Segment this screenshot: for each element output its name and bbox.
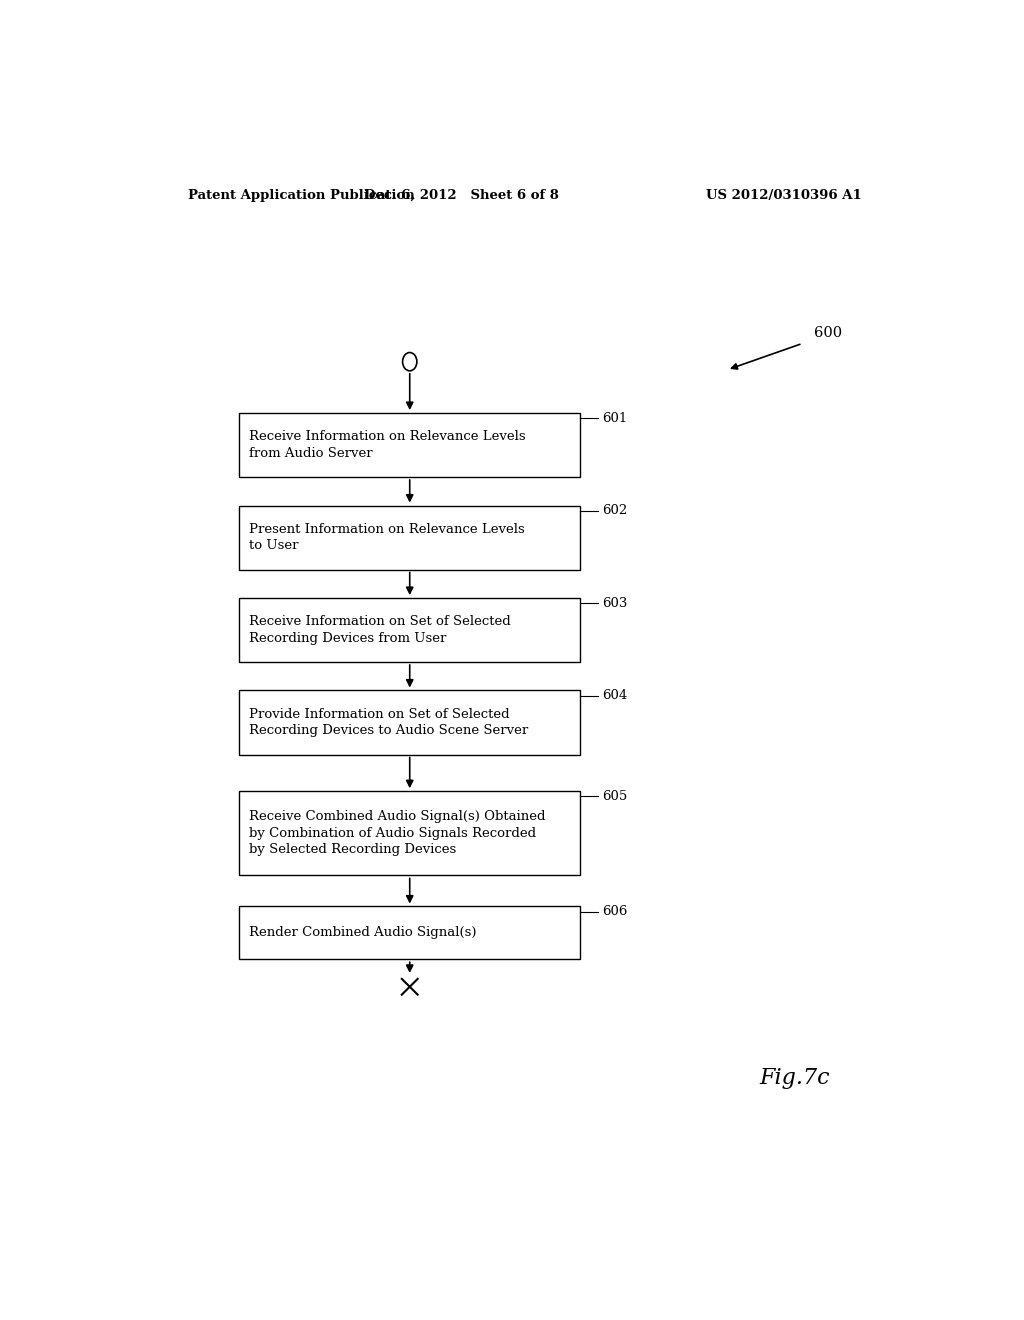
Text: Present Information on Relevance Levels
to User: Present Information on Relevance Levels … <box>250 523 525 552</box>
Text: US 2012/0310396 A1: US 2012/0310396 A1 <box>707 189 862 202</box>
Text: Patent Application Publication: Patent Application Publication <box>187 189 415 202</box>
FancyBboxPatch shape <box>239 907 581 960</box>
Text: 605: 605 <box>602 789 627 803</box>
Text: Receive Information on Relevance Levels
from Audio Server: Receive Information on Relevance Levels … <box>250 430 526 459</box>
FancyBboxPatch shape <box>239 598 581 663</box>
Text: Fig.7c: Fig.7c <box>759 1068 829 1089</box>
Text: 604: 604 <box>602 689 627 702</box>
FancyBboxPatch shape <box>239 413 581 477</box>
Text: Render Combined Audio Signal(s): Render Combined Audio Signal(s) <box>250 927 477 940</box>
Text: 606: 606 <box>602 906 627 917</box>
FancyBboxPatch shape <box>239 506 581 569</box>
Text: Dec. 6, 2012   Sheet 6 of 8: Dec. 6, 2012 Sheet 6 of 8 <box>364 189 559 202</box>
Text: Provide Information on Set of Selected
Recording Devices to Audio Scene Server: Provide Information on Set of Selected R… <box>250 708 528 738</box>
FancyBboxPatch shape <box>239 690 581 755</box>
FancyBboxPatch shape <box>239 791 581 875</box>
Text: 602: 602 <box>602 504 627 517</box>
Text: Receive Combined Audio Signal(s) Obtained
by Combination of Audio Signals Record: Receive Combined Audio Signal(s) Obtaine… <box>250 810 546 857</box>
Text: 601: 601 <box>602 412 627 425</box>
Text: Receive Information on Set of Selected
Recording Devices from User: Receive Information on Set of Selected R… <box>250 615 511 644</box>
Text: 600: 600 <box>814 326 843 341</box>
Text: 603: 603 <box>602 597 627 610</box>
